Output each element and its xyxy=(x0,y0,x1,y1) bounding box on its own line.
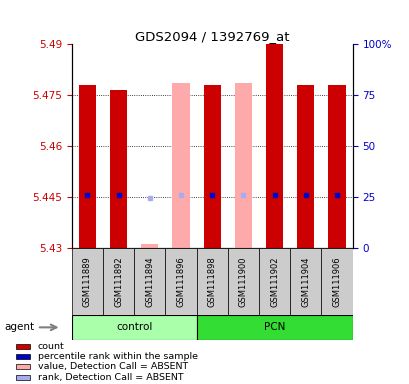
Bar xyxy=(265,44,283,248)
Text: GSM111892: GSM111892 xyxy=(114,256,123,306)
Bar xyxy=(134,248,165,315)
Text: GSM111896: GSM111896 xyxy=(176,256,185,307)
Text: GSM111894: GSM111894 xyxy=(145,256,154,306)
Text: GSM111889: GSM111889 xyxy=(83,256,92,307)
Bar xyxy=(103,248,134,315)
Bar xyxy=(16,364,30,369)
Bar xyxy=(227,248,258,315)
Bar xyxy=(321,248,352,315)
Bar xyxy=(79,85,96,248)
Bar xyxy=(165,248,196,315)
Bar xyxy=(72,248,103,315)
Bar xyxy=(234,83,252,248)
Bar xyxy=(110,90,127,248)
Text: agent: agent xyxy=(4,322,34,333)
Bar xyxy=(290,248,321,315)
Text: control: control xyxy=(116,322,152,333)
Bar xyxy=(196,315,352,340)
Bar xyxy=(297,85,314,248)
Text: GSM111898: GSM111898 xyxy=(207,256,216,307)
Text: GSM111906: GSM111906 xyxy=(332,256,341,306)
Text: GSM111904: GSM111904 xyxy=(301,256,310,306)
Bar xyxy=(16,354,30,359)
Bar xyxy=(258,248,290,315)
Text: GSM111902: GSM111902 xyxy=(270,256,279,306)
Text: percentile rank within the sample: percentile rank within the sample xyxy=(38,352,197,361)
Text: rank, Detection Call = ABSENT: rank, Detection Call = ABSENT xyxy=(38,373,183,382)
Bar xyxy=(328,85,345,248)
Text: count: count xyxy=(38,342,64,351)
Text: value, Detection Call = ABSENT: value, Detection Call = ABSENT xyxy=(38,362,187,371)
Bar xyxy=(172,83,189,248)
Bar xyxy=(141,244,158,248)
Bar xyxy=(72,315,196,340)
Text: PCN: PCN xyxy=(263,322,285,333)
Title: GDS2094 / 1392769_at: GDS2094 / 1392769_at xyxy=(135,30,289,43)
Bar xyxy=(16,375,30,380)
Bar xyxy=(203,85,220,248)
Text: GSM111900: GSM111900 xyxy=(238,256,247,306)
Bar xyxy=(16,344,30,349)
Bar xyxy=(196,248,227,315)
